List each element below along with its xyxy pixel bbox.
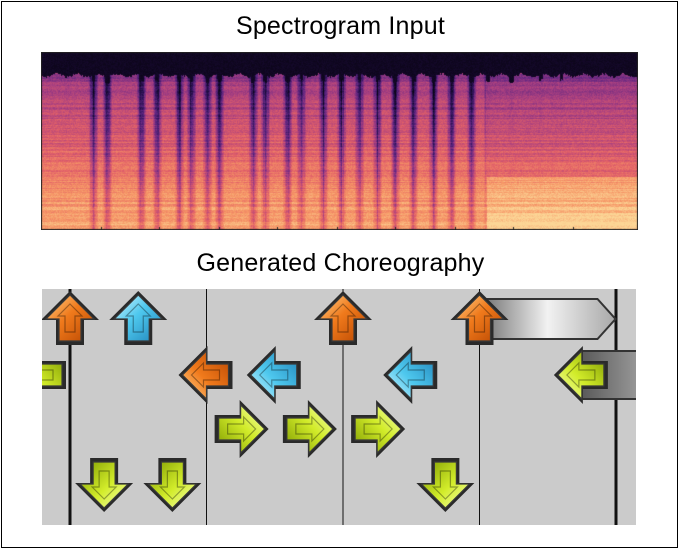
arrow-down-note	[416, 458, 475, 512]
arrow-right-note	[351, 400, 406, 458]
arrow-left-note	[178, 346, 233, 404]
measure-line	[68, 289, 72, 525]
arrow-up-note	[450, 291, 509, 345]
measure-line	[614, 289, 618, 525]
arrow-down-note	[75, 458, 134, 512]
spectrogram-image	[41, 52, 638, 230]
choreography-lanes	[42, 289, 636, 525]
arrow-up-note	[314, 291, 372, 345]
beat-line	[206, 289, 207, 525]
arrow-down-note	[143, 458, 202, 512]
arrow-right-note	[282, 400, 337, 458]
beat-line	[342, 289, 344, 525]
arrow-left-note	[383, 346, 438, 404]
beat-line	[479, 289, 480, 525]
arrow-up-note	[42, 291, 99, 345]
arrow-left-note	[553, 346, 608, 404]
arrow-left-note-partial	[42, 346, 66, 404]
choreography-title: Generated Choreography	[196, 249, 485, 277]
arrow-up-note	[109, 291, 168, 345]
arrow-left-note	[246, 346, 301, 404]
arrow-right-note	[214, 400, 269, 458]
spectrogram-title: Spectrogram Input	[235, 12, 446, 40]
